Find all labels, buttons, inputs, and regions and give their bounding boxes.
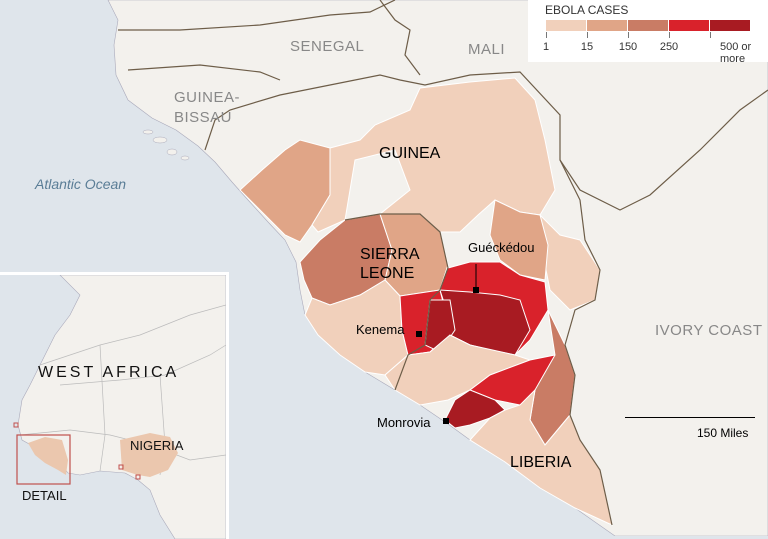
legend: EBOLA CASES 1 15 150 250 500 or more bbox=[528, 0, 768, 65]
legend-swatch bbox=[710, 20, 750, 31]
inset-detail-region bbox=[28, 437, 68, 475]
label-atlantic-ocean: Atlantic Ocean bbox=[35, 176, 127, 192]
label-mali: MALI bbox=[468, 41, 506, 58]
city-marker-kenema bbox=[416, 331, 422, 337]
legend-tick bbox=[710, 32, 711, 38]
region-guinea-white bbox=[344, 149, 411, 221]
legend-title: EBOLA CASES bbox=[545, 3, 629, 17]
label-sierra-leone-2: LEONE bbox=[360, 265, 415, 282]
legend-tick bbox=[546, 32, 547, 38]
legend-tick-label: 250 bbox=[659, 41, 679, 53]
inset-map: WEST AFRICA NIGERIA DETAIL bbox=[0, 272, 229, 539]
legend-tick-label: 15 bbox=[580, 41, 594, 53]
label-monrovia: Monrovia bbox=[377, 415, 431, 430]
label-guinea-bissau-2: BISSAU bbox=[174, 109, 233, 126]
inset-title: WEST AFRICA bbox=[38, 364, 180, 381]
legend-bar bbox=[546, 20, 751, 31]
country-borders bbox=[118, 0, 768, 526]
legend-tick-label: 150 bbox=[618, 41, 638, 53]
legend-swatch bbox=[628, 20, 668, 31]
legend-swatch bbox=[587, 20, 627, 31]
scale-label: 150 Miles bbox=[697, 426, 749, 440]
legend-tick bbox=[628, 32, 629, 38]
inset-nigeria bbox=[120, 433, 178, 477]
region-guinea-macenta bbox=[489, 199, 549, 281]
inset-marker-senegal bbox=[13, 422, 19, 428]
label-guinea: GUINEA bbox=[379, 145, 441, 162]
label-kenema: Kenema bbox=[356, 322, 405, 337]
legend-tick-label: 1 bbox=[542, 41, 550, 53]
legend-tick bbox=[669, 32, 670, 38]
inset-detail-box bbox=[16, 434, 71, 485]
legend-tick bbox=[587, 32, 588, 38]
inset-label-nigeria: NIGERIA bbox=[130, 438, 184, 453]
islands bbox=[142, 129, 190, 161]
label-liberia: LIBERIA bbox=[510, 454, 572, 471]
legend-swatch bbox=[546, 20, 586, 31]
city-marker-gueckedou bbox=[473, 287, 479, 293]
label-gueckedou: Guéckédou bbox=[468, 240, 535, 255]
label-senegal: SENEGAL bbox=[290, 38, 365, 55]
city-marker-monrovia bbox=[443, 418, 449, 424]
label-sierra-leone-1: SIERRA bbox=[360, 246, 420, 263]
inset-label-detail: DETAIL bbox=[22, 488, 67, 503]
legend-tick-label: 500 or more bbox=[720, 41, 752, 65]
label-guinea-bissau-1: GUINEA- bbox=[174, 89, 241, 106]
inset-marker-lagos bbox=[118, 464, 124, 470]
legend-swatch bbox=[669, 20, 709, 31]
label-ivory-coast: IVORY COAST bbox=[655, 322, 763, 339]
inset-marker-port-harcourt bbox=[135, 474, 141, 480]
scale-bar bbox=[625, 417, 755, 418]
